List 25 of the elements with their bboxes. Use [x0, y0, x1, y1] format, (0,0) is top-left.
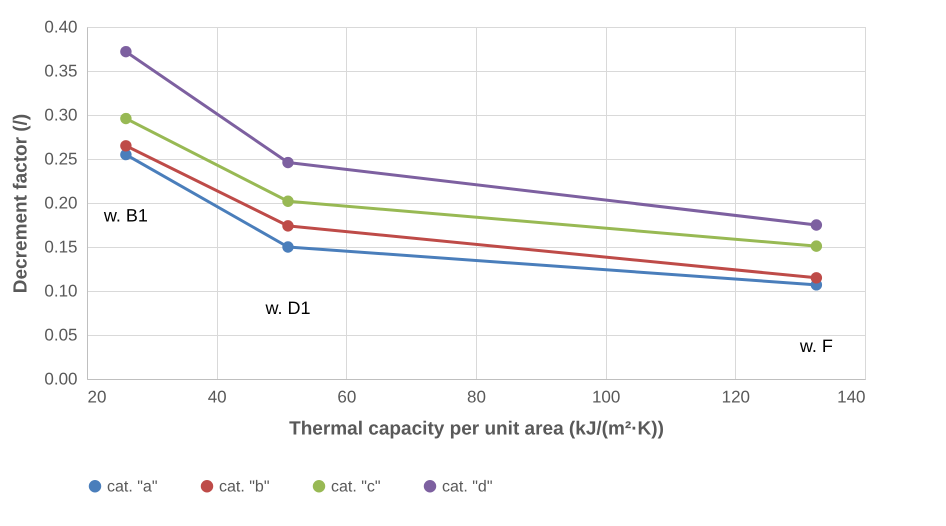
annotation: w. D1 [264, 298, 310, 318]
y-tick-label: 0.30 [44, 106, 78, 124]
x-tick-label: 100 [592, 388, 620, 406]
annotation: w. F [798, 336, 833, 356]
y-tick-label: 0.25 [44, 150, 78, 168]
annotation: w. B1 [102, 206, 148, 226]
y-tick-label: 0.00 [44, 370, 78, 388]
x-tick-label: 40 [208, 388, 227, 406]
x-tick-label: 20 [88, 388, 106, 406]
x-axis-title: Thermal capacity per unit area (kJ/(m²·K)) [289, 418, 664, 440]
legend-label: cat. "d" [442, 478, 492, 496]
y-tick-label: 0.35 [44, 62, 78, 80]
legend-label: cat. "a" [107, 478, 158, 496]
y-tick-label: 0.20 [44, 194, 78, 212]
legend-label: cat. "b" [219, 478, 270, 496]
y-tick-label: 0.15 [44, 238, 78, 256]
legend-label: cat. "c" [331, 478, 381, 496]
x-tick-label: 120 [722, 388, 750, 406]
x-tick-label: 140 [837, 388, 866, 406]
y-axis-title: Decrement factor (/) [10, 114, 32, 294]
x-tick-label: 60 [337, 388, 356, 406]
y-tick-label: 0.10 [44, 282, 78, 300]
y-tick-label: 0.40 [44, 18, 78, 36]
x-tick-label: 80 [467, 388, 486, 406]
y-tick-label: 0.05 [44, 326, 78, 344]
